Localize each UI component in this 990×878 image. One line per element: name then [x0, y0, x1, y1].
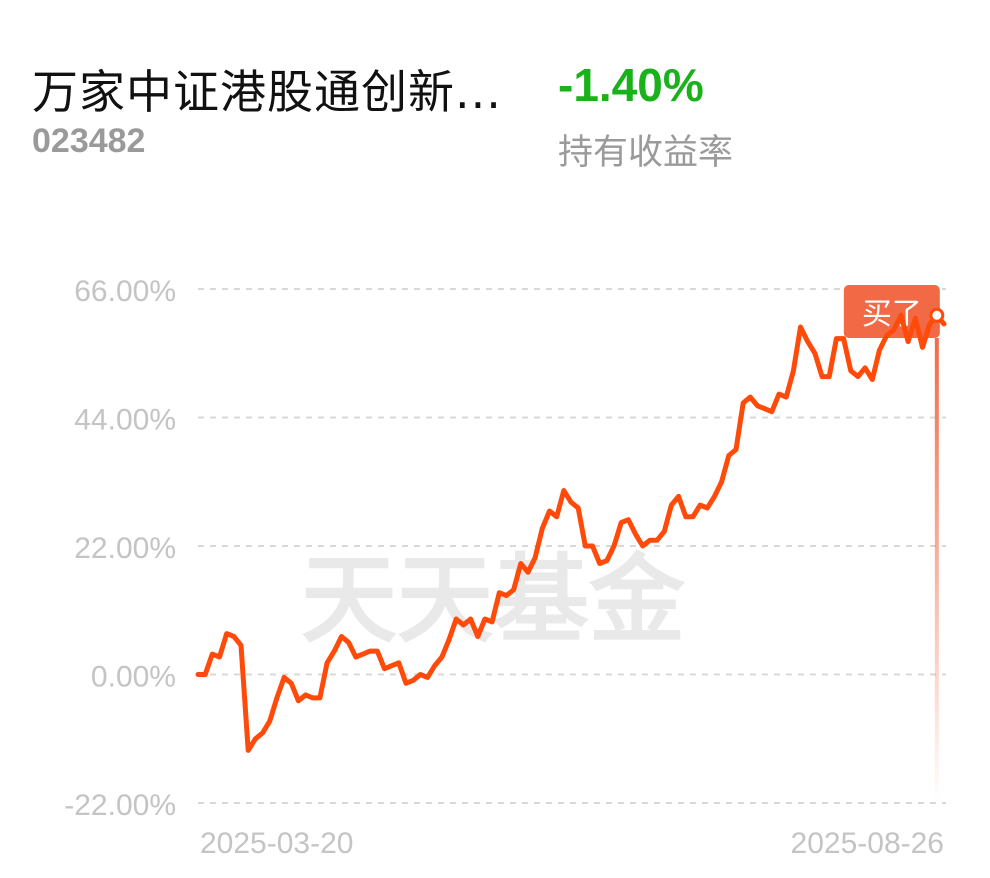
- y-tick-label: -22.00%: [64, 789, 176, 822]
- holding-return-value: -1.40%: [558, 59, 704, 111]
- y-tick-label: 22.00%: [74, 532, 176, 565]
- y-tick-label: 0.00%: [91, 661, 176, 694]
- series-line: [195, 312, 947, 753]
- buy-marker-line: [934, 338, 939, 803]
- watermark: 天天基金: [301, 544, 686, 656]
- fund-name: 万家中证港股通创新...: [32, 65, 502, 119]
- x-tick-label: 2025-08-26: [791, 827, 944, 860]
- y-tick-label: 44.00%: [74, 404, 176, 437]
- buy-point: [929, 307, 945, 323]
- fund-code: 023482: [32, 122, 146, 160]
- y-tick-label: 66.00%: [74, 275, 176, 308]
- x-tick-label: 2025-03-20: [200, 827, 353, 860]
- holding-return-label: 持有收益率: [558, 133, 734, 173]
